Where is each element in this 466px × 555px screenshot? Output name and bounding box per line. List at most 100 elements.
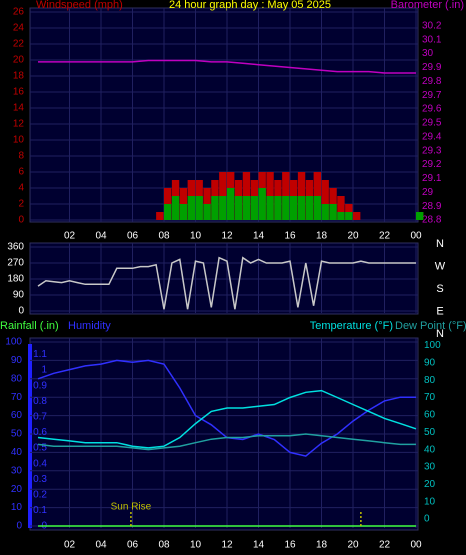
compass-label: N — [436, 328, 444, 340]
bar — [297, 196, 306, 220]
bar — [274, 196, 282, 220]
y3-tick-label: 50 — [11, 429, 23, 440]
y2-tick-label: 29 — [422, 187, 434, 198]
compass-label: S — [436, 283, 443, 295]
y-tick-label: 26 — [13, 7, 25, 18]
y2-tick-label: 100 — [424, 340, 441, 351]
y-tick-label: 1 — [41, 365, 47, 376]
bar — [416, 212, 424, 220]
barometer-axis-title: Barometer (.in) — [391, 0, 464, 11]
y-tick-label: 0.8 — [33, 396, 47, 407]
bar — [321, 204, 329, 220]
bar — [211, 196, 219, 220]
y2-tick-label: 30 — [424, 462, 436, 473]
x-tick-label: 22 — [379, 540, 391, 551]
y-tick-label: 0.4 — [33, 458, 47, 469]
y-tick-label: 0.5 — [33, 443, 47, 454]
compass-label: E — [436, 305, 443, 317]
x-tick-label: 04 — [95, 540, 107, 551]
y-tick-label: 6 — [18, 167, 24, 178]
y2-tick-label: 29.3 — [422, 145, 442, 156]
legend-entry: Dew Point (°F) — [395, 320, 466, 332]
bar — [171, 196, 180, 220]
y3-tick-label: 60 — [11, 410, 23, 421]
y-tick-label: 24 — [13, 23, 25, 34]
compass-label: N — [436, 238, 444, 250]
bar — [337, 196, 345, 220]
series-line — [37, 256, 416, 310]
y3-tick-label: 20 — [11, 484, 23, 495]
y2-tick-label: 29.1 — [422, 173, 442, 184]
y-tick-label: 22 — [13, 39, 25, 50]
y3-tick-label: 40 — [11, 447, 23, 458]
bar — [321, 180, 329, 220]
bar — [203, 204, 211, 220]
x-tick-label: 14 — [253, 231, 265, 242]
y-tick-label: 8 — [18, 151, 24, 162]
legend-entry: Rainfall (.in) — [0, 320, 59, 332]
x-tick-label: 06 — [127, 231, 139, 242]
y-tick-label: 1.1 — [33, 349, 47, 360]
y-tick-label: 0 — [18, 306, 24, 317]
y-tick-label: 20 — [13, 55, 25, 66]
wind-axis-title: Windspeed (mph) — [36, 0, 123, 11]
legend-entry: Temperature (°F) — [310, 320, 393, 332]
y-tick-label: 12 — [13, 119, 25, 130]
bar — [164, 204, 172, 220]
x-tick-label: 08 — [158, 231, 170, 242]
chart-title: 24 hour graph day : May 05 2025 — [169, 0, 331, 11]
y-tick-label: 0.9 — [33, 380, 47, 391]
x-tick-label: 20 — [347, 231, 359, 242]
bar — [345, 212, 353, 220]
y2-tick-label: 28.9 — [422, 201, 442, 212]
x-tick-label: 22 — [379, 231, 391, 242]
x-tick-label: 14 — [253, 540, 265, 551]
y2-tick-label: 40 — [424, 444, 436, 455]
y2-tick-label: 10 — [424, 496, 436, 507]
bar — [187, 196, 195, 220]
y3-tick-label: 70 — [11, 392, 23, 403]
bar — [156, 212, 164, 220]
series-line — [37, 433, 416, 451]
y3-tick-label: 80 — [11, 373, 23, 384]
x-tick-label: 08 — [158, 540, 170, 551]
y-tick-label: 180 — [7, 274, 24, 285]
y2-tick-label: 29.2 — [422, 159, 442, 170]
y2-tick-label: 29.6 — [422, 104, 442, 115]
x-tick-label: 20 — [347, 540, 359, 551]
y-tick-label: 0.3 — [33, 474, 47, 485]
bar — [179, 204, 188, 220]
y-tick-label: 4 — [18, 183, 24, 194]
bar — [258, 188, 266, 220]
y-tick-label: 270 — [7, 258, 24, 269]
bar — [305, 196, 314, 220]
y-tick-label: 0.7 — [33, 411, 47, 422]
x-tick-label: 18 — [316, 231, 328, 242]
y2-tick-label: 29.7 — [422, 90, 442, 101]
legend-entry: Humidity — [68, 320, 111, 332]
y-tick-label: 10 — [13, 135, 25, 146]
bar — [250, 196, 258, 220]
y-tick-label: 360 — [7, 242, 24, 253]
x-tick-label: 16 — [284, 540, 296, 551]
rain-axis-bar — [28, 344, 32, 528]
bar — [329, 204, 337, 220]
y2-tick-label: 70 — [424, 392, 436, 403]
series-line — [38, 59, 416, 74]
y-tick-label: 16 — [13, 87, 25, 98]
y-tick-label: 0.2 — [33, 489, 47, 500]
x-tick-label: 02 — [64, 231, 76, 242]
y3-tick-label: 100 — [5, 337, 22, 348]
bar — [353, 212, 361, 220]
y2-tick-label: 20 — [424, 479, 436, 490]
bar — [313, 196, 321, 220]
x-tick-label: 00 — [410, 231, 422, 242]
y-tick-label: 0 — [18, 215, 24, 226]
series-line — [37, 389, 417, 449]
bar — [337, 212, 345, 220]
y2-tick-label: 29.8 — [422, 76, 442, 87]
x-tick-label: 10 — [190, 540, 202, 551]
y2-tick-label: 29.5 — [422, 118, 442, 129]
x-tick-label: 02 — [64, 540, 76, 551]
